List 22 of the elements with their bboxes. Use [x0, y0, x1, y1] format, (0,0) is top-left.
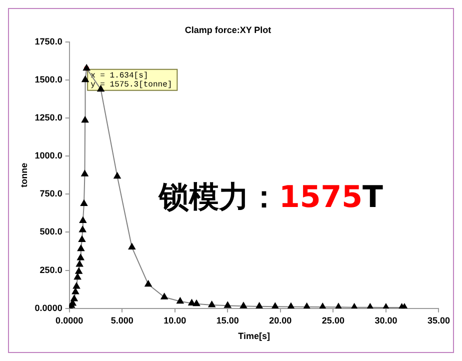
x-tick-label: 10.00 [164, 315, 186, 326]
y-tick-label: 750.0 [40, 188, 62, 199]
y-axis-title: tonne [18, 162, 29, 188]
y-tick-label: 250.0 [40, 264, 62, 275]
x-tick-label: 30.00 [374, 315, 398, 326]
y-tick-label: 1250.0 [34, 112, 62, 122]
y-tick-label: 500.0 [40, 226, 62, 237]
x-tick-label: 0.0000 [56, 315, 84, 326]
text: 锁模力：1575T [159, 180, 383, 215]
x-tick-label: 15.00 [216, 315, 239, 326]
y-tick-label: 1500.0 [34, 74, 62, 84]
y-tick-label: 1750.0 [34, 36, 62, 46]
annotation: x = 1.634[s] [90, 72, 148, 81]
y-tick-label: 0.0000 [34, 302, 62, 313]
x-tick-label: 25.00 [322, 315, 344, 326]
x-tick-label: 35.00 [427, 315, 450, 326]
x-tick-label: 20.00 [269, 315, 292, 326]
x-tick-label: 5.000 [110, 315, 134, 326]
chart-title: Clamp force:XY Plot [184, 24, 272, 35]
annotation: y = 1575.3[tonne] [90, 80, 172, 90]
x-axis-title: Time[s] [238, 331, 270, 342]
y-tick-label: 1000.0 [34, 150, 62, 161]
